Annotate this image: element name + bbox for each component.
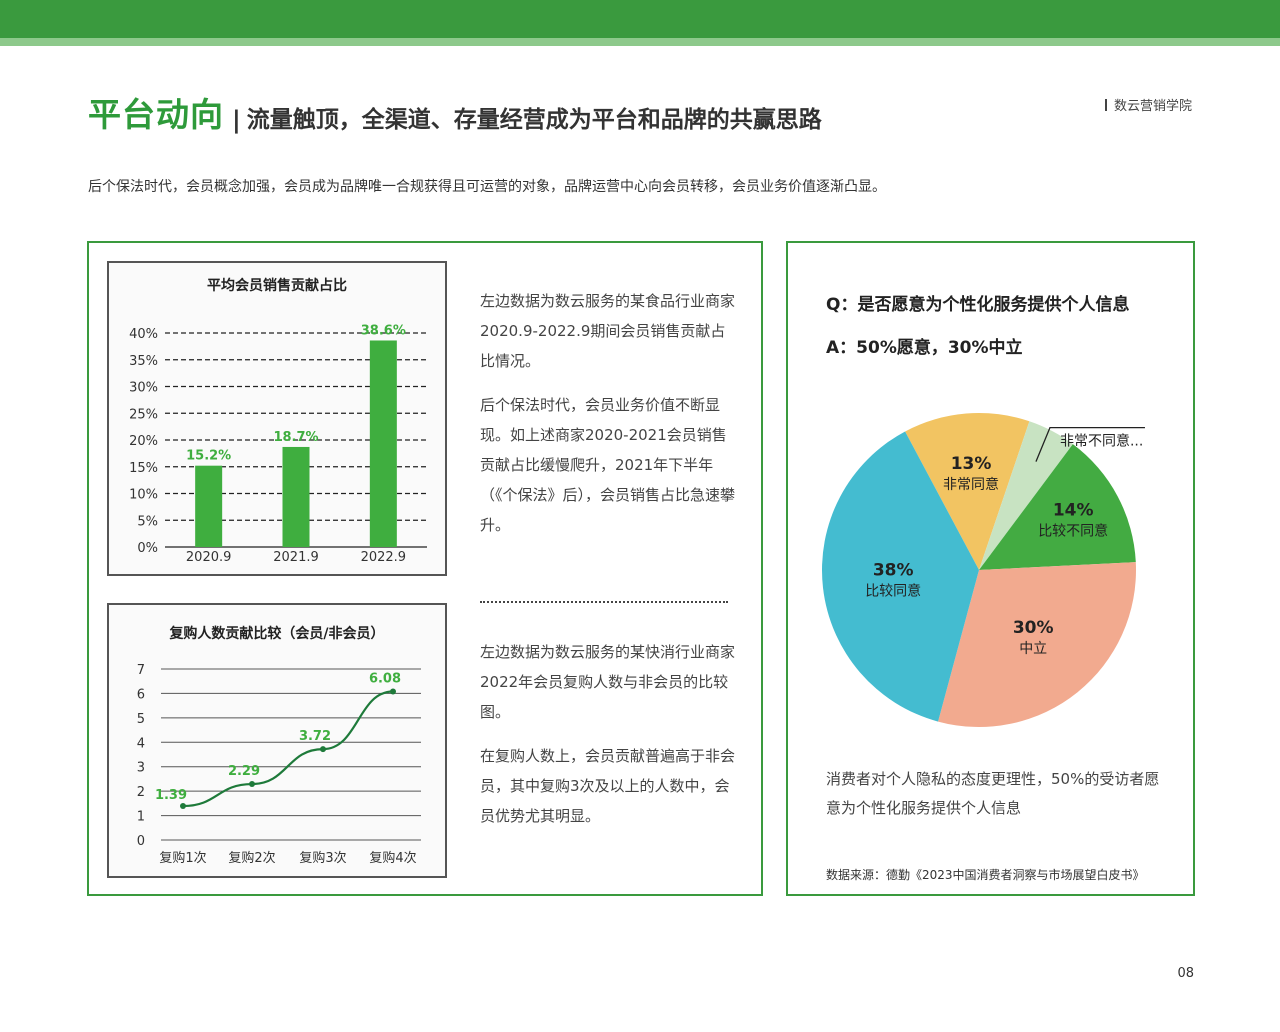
pie-slice: [979, 421, 1073, 570]
pie-slice: [905, 412, 1030, 570]
bar-ytick-label: 15%: [129, 461, 158, 476]
pie-slice-label: 非常不同意...: [1060, 433, 1143, 450]
title-separator: |: [232, 106, 241, 134]
line-point: [180, 803, 186, 810]
bar-value-label: 38.6%: [361, 323, 406, 338]
line-category-label: 复购4次: [369, 850, 416, 866]
bar-ytick-label: 40%: [129, 327, 158, 342]
pie-pct-label: 14%: [1053, 501, 1094, 521]
pie-pct-label: 38%: [873, 561, 914, 581]
page-title: 平台动向 | 流量触顶，全渠道、存量经营成为平台和品牌的共赢思路: [88, 92, 822, 136]
line-chart: 0 1 2 3 4 5 6 7 1.39 复购1次 2.29 复购2次 3.72 复购3次 6.08 复购4次: [137, 663, 421, 866]
title-subtitle: 流量触顶，全渠道、存量经营成为平台和品牌的共赢思路: [246, 107, 822, 133]
bar-ytick-label: 25%: [129, 407, 158, 422]
line-series: [182, 690, 394, 808]
line-category-label: 复购2次: [228, 850, 275, 866]
survey-answer: A：50%愿意，30%中立: [826, 338, 1023, 358]
bar: [369, 340, 397, 547]
bar-chart-description: 左边数据为数云服务的某食品行业商家2020.9-2022.9期间会员销售贡献占比…: [480, 286, 735, 540]
bar-chart: 0% 5% 10% 15% 20% 25% 30% 35% 40% 15.2% 2020.9 18.7…: [129, 323, 427, 565]
line-ytick-label: 3: [137, 761, 145, 776]
line-point: [320, 746, 326, 753]
bar-ytick-label: 30%: [129, 381, 158, 396]
line-ytick-label: 7: [137, 663, 145, 678]
line-ytick-label: 1: [137, 810, 145, 825]
top-banner-stripe: [0, 38, 1280, 46]
title-main: 平台动向: [88, 95, 224, 134]
bar-value-label: 15.2%: [186, 449, 231, 464]
pie-slice: [938, 562, 1136, 727]
line-value-label: 6.08: [369, 671, 401, 686]
bar-ytick-label: 35%: [129, 354, 158, 369]
data-source: 数据来源：德勤《2023中国消费者洞察与市场展望白皮书》: [826, 868, 1145, 882]
bar-value-label: 18.7%: [273, 430, 318, 445]
pie-chart: 13% 非常同意 非常不同意... 14% 比较不同意 30% 中立 38% 比较同意: [822, 412, 1145, 727]
line-category-label: 复购1次: [159, 850, 206, 866]
line-value-label: 1.39: [155, 788, 187, 803]
line-value-label: 3.72: [299, 729, 331, 744]
line-point: [249, 781, 255, 788]
bar-ytick-label: 10%: [129, 488, 158, 503]
line-value-label: 2.29: [228, 764, 260, 779]
bar: [282, 446, 310, 547]
bar-ytick-label: 5%: [137, 514, 158, 529]
pie-note: 消费者对个人隐私的态度更理性，50%的受访者愿意为个性化服务提供个人信息: [826, 770, 1160, 817]
brand-bar-icon: [1104, 99, 1107, 111]
survey-question: Q：是否愿意为个性化服务提供个人信息: [826, 295, 1130, 315]
line-ytick-label: 0: [137, 834, 145, 849]
line-category-label: 复购3次: [299, 850, 346, 866]
intro-paragraph: 后个保法时代，会员概念加强，会员成为品牌唯一合规获得且可运营的对象，品牌运营中心…: [88, 179, 886, 195]
pie-slice-label: 中立: [1019, 641, 1047, 657]
line-chart-description: 左边数据为数云服务的某快消行业商家2022年会员复购人数与非会员的比较图。 在复…: [480, 637, 735, 831]
top-banner: [0, 0, 1280, 38]
pie-pct-label: 13%: [951, 454, 992, 474]
brand-text: 数云营销学院: [1113, 99, 1192, 114]
bar-category-label: 2021.9: [273, 550, 319, 565]
pie-slice-label: 比较同意: [865, 583, 921, 600]
pie-leader-line: [1035, 426, 1145, 462]
bar-category-label: 2022.9: [361, 550, 407, 565]
bar: [195, 465, 223, 547]
line-chart-box: 复购人数贡献比较（会员/非会员） 0 1 2 3 4 5 6 7 1.39 复购1次 2.29 复购2…: [107, 603, 447, 878]
pie-slice-label: 非常同意: [943, 476, 999, 493]
line-chart-title: 复购人数贡献比较（会员/非会员）: [169, 626, 385, 642]
bar-ytick-label: 20%: [129, 434, 158, 449]
divider: [480, 601, 728, 603]
bar-desc-p1: 左边数据为数云服务的某食品行业商家2020.9-2022.9期间会员销售贡献占比…: [480, 292, 736, 370]
pie-slice: [979, 444, 1136, 570]
line-ytick-label: 4: [137, 736, 145, 751]
page-number: 08: [1177, 966, 1194, 981]
pie-slice: [822, 431, 979, 722]
bar-category-label: 2020.9: [186, 550, 232, 565]
pie-slice-label: 比较不同意: [1038, 523, 1108, 540]
line-desc-p1: 左边数据为数云服务的某快消行业商家2022年会员复购人数与非会员的比较图。: [480, 643, 736, 721]
brand-label: 数云营销学院: [1104, 95, 1192, 114]
bar-ytick-label: 0%: [137, 541, 158, 556]
line-point: [390, 688, 396, 695]
line-ytick-label: 2: [137, 785, 145, 800]
line-ytick-label: 5: [137, 712, 145, 727]
bar-chart-title: 平均会员销售贡献占比: [207, 278, 347, 294]
pie-pct-label: 30%: [1013, 618, 1054, 638]
bar-chart-box: 平均会员销售贡献占比 0% 5% 10% 15% 20% 25% 30% 35% 40% 15.2…: [107, 261, 447, 576]
line-desc-p2: 在复购人数上，会员贡献普遍高于非会员，其中复购3次及以上的人数中，会员优势尤其明…: [480, 747, 736, 825]
line-ytick-label: 6: [137, 687, 145, 702]
bar-desc-p2: 后个保法时代，会员业务价值不断显现。如上述商家2020-2021会员销售贡献占比…: [480, 396, 736, 534]
